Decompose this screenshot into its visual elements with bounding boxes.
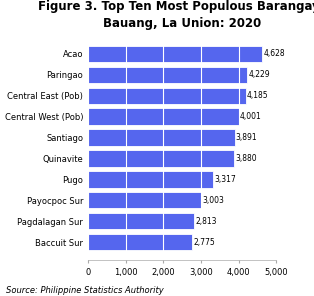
Bar [88, 171, 213, 188]
Bar [88, 46, 262, 62]
Text: 4,229: 4,229 [248, 70, 270, 79]
Bar [88, 192, 201, 208]
Bar [88, 213, 194, 229]
Bar [88, 88, 246, 104]
Bar [88, 67, 247, 83]
Text: 4,001: 4,001 [240, 112, 262, 121]
Text: 2,775: 2,775 [194, 238, 215, 247]
Bar [88, 234, 192, 250]
Bar [88, 129, 235, 146]
Title: Figure 3. Top Ten Most Populous Barangays
Bauang, La Union: 2020: Figure 3. Top Ten Most Populous Barangay… [38, 0, 314, 30]
Text: 4,628: 4,628 [263, 49, 285, 58]
Bar [88, 150, 234, 167]
Text: 3,880: 3,880 [235, 154, 257, 163]
Text: 3,317: 3,317 [214, 175, 236, 184]
Text: 3,891: 3,891 [236, 133, 257, 142]
Text: Source: Philippine Statistics Authority: Source: Philippine Statistics Authority [6, 286, 164, 295]
Text: 4,185: 4,185 [247, 91, 268, 100]
Bar [88, 108, 239, 125]
Text: 3,003: 3,003 [202, 196, 224, 205]
Text: 2,813: 2,813 [195, 217, 217, 226]
